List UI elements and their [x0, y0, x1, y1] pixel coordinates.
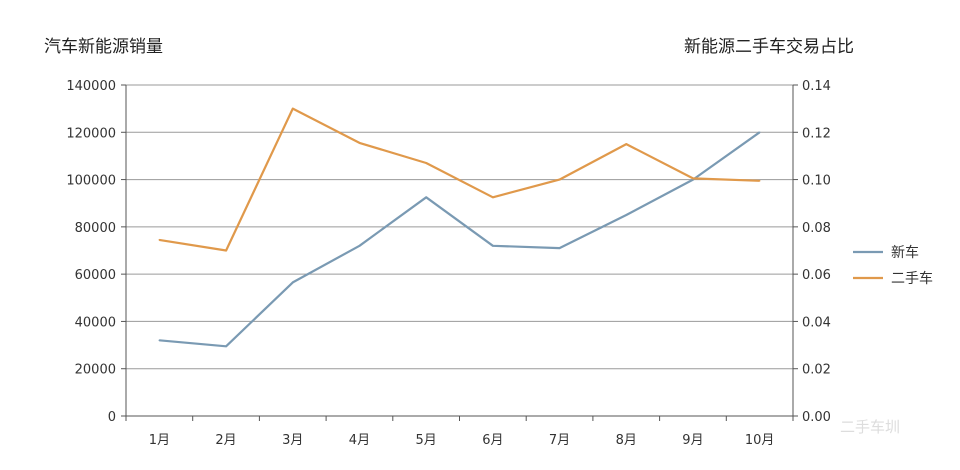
series-point: [692, 177, 694, 180]
left-tick-label: 60000: [75, 268, 116, 283]
x-tick-label: 8月: [616, 433, 637, 448]
x-tick-label: 1月: [149, 433, 170, 448]
legend-label: 二手车: [891, 270, 933, 287]
right-axis-title: 新能源二手车交易占比: [684, 37, 854, 57]
series-line: [159, 107, 760, 252]
series-line: [159, 131, 761, 348]
x-tick-label: 2月: [215, 433, 236, 448]
left-tick-label: 20000: [75, 363, 116, 378]
series-point: [225, 345, 227, 348]
left-tick-label: 100000: [66, 174, 116, 189]
x-tick-label: 4月: [349, 433, 370, 448]
gridlines: [126, 84, 793, 370]
series-point: [425, 196, 427, 199]
right-tick-label: 0.04: [802, 315, 831, 330]
right-tick-label: 0.12: [802, 126, 831, 141]
series-point: [158, 239, 161, 241]
x-tick-label: 5月: [416, 433, 437, 448]
x-tick-label: 10月: [745, 433, 775, 448]
left-tick-label: 120000: [66, 126, 116, 141]
left-axis-title: 汽车新能源销量: [44, 37, 163, 57]
left-tick-label: 140000: [66, 79, 116, 94]
x-tick-label: 7月: [549, 433, 570, 448]
right-tick-label: 0.10: [802, 174, 831, 189]
right-tick-label: 0.06: [802, 268, 831, 283]
left-tick-label: 40000: [75, 315, 116, 330]
right-tick-label: 0.14: [802, 79, 831, 94]
series-point: [558, 247, 561, 249]
series-point: [492, 244, 494, 247]
series-lines: [158, 107, 761, 348]
series-point: [492, 196, 494, 199]
legend-label: 新车: [891, 244, 919, 261]
left-tick-label: 0: [108, 410, 116, 425]
right-tick-label: 0.08: [802, 221, 831, 236]
right-tick-label: 0.02: [802, 363, 831, 378]
series-point: [625, 214, 628, 216]
x-tick-label: 6月: [482, 433, 503, 448]
series-point: [291, 107, 294, 110]
right-tick-label: 0.00: [802, 410, 831, 425]
x-tick-label: 3月: [282, 433, 303, 448]
x-tick-label: 9月: [682, 433, 703, 448]
series-point: [358, 244, 361, 247]
series-point: [291, 281, 294, 284]
watermark-text: 二手车圳: [840, 418, 900, 436]
series-point: [558, 178, 561, 181]
series-point: [358, 142, 361, 144]
series-point: [158, 339, 161, 342]
series-point: [758, 179, 761, 182]
series-point: [225, 249, 227, 252]
left-tick-label: 80000: [75, 221, 116, 236]
series-point: [625, 143, 628, 145]
series-point: [758, 131, 761, 134]
series-point: [425, 162, 427, 164]
axes: 0 20000 40000 60000 80000 100000 120000 140000 0…: [66, 79, 831, 448]
